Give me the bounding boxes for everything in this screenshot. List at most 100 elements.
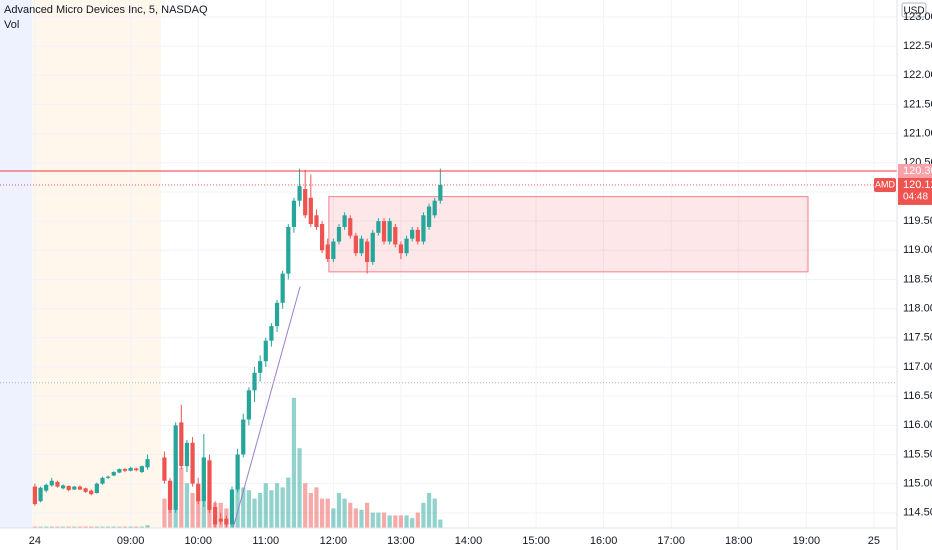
candle-body	[286, 226, 291, 274]
volume-bar	[280, 487, 285, 528]
candle-body	[263, 340, 268, 362]
volume-bar	[179, 467, 184, 528]
volume-bar	[376, 512, 381, 528]
candle-body	[145, 459, 150, 468]
x-tick-label: 19:00	[793, 535, 821, 547]
candle-body	[325, 244, 330, 260]
candle-body	[201, 457, 206, 502]
volume-bar	[393, 515, 398, 528]
candle-body	[274, 302, 280, 327]
volume-bar	[370, 512, 375, 528]
candle-body	[376, 221, 381, 233]
candle-body	[224, 518, 229, 525]
candle-body	[190, 442, 195, 484]
volume-bar	[100, 526, 105, 528]
volume-bar	[404, 515, 409, 528]
volume-bar	[134, 526, 139, 528]
x-tick-label: 14:00	[455, 535, 483, 547]
candle-body	[94, 483, 99, 493]
volume-bar	[106, 526, 111, 528]
candle-body	[241, 419, 246, 455]
price-line-label: 120.36	[903, 165, 932, 177]
candle-body	[38, 487, 43, 502]
candle-body	[32, 486, 38, 505]
currency-label: USD	[903, 6, 924, 17]
price-line-badge	[898, 163, 932, 178]
volume-bar	[438, 519, 443, 528]
volume-bar	[325, 498, 330, 528]
volume-bar	[432, 498, 437, 528]
y-tick-label: 121.50	[903, 98, 932, 110]
x-tick-label: 09:00	[117, 535, 145, 547]
volume-bar	[291, 397, 297, 528]
candle-body	[319, 224, 325, 251]
candle-body	[438, 184, 443, 201]
volume-bar	[415, 512, 420, 528]
volume-bar	[336, 493, 342, 528]
volume-bar	[190, 493, 195, 528]
candle-body	[291, 200, 297, 227]
volume-bar	[269, 490, 274, 528]
candle-body	[381, 221, 387, 242]
x-tick-label: 18:00	[725, 535, 753, 547]
y-tick-label: 116.00	[903, 419, 932, 431]
y-tick-label: 122.00	[903, 69, 932, 81]
y-tick-label: 119.00	[903, 244, 932, 256]
range-rectangle	[328, 196, 809, 273]
volume-bar	[303, 483, 308, 528]
volume-bar	[319, 498, 325, 528]
candle-body	[60, 485, 66, 489]
x-tick-label: 11:00	[252, 535, 279, 547]
volume-bar	[83, 526, 88, 528]
candle-body	[72, 486, 77, 490]
volume-bar	[72, 526, 77, 528]
volume-bar	[297, 448, 302, 528]
candle-body	[100, 477, 105, 484]
candle-body	[426, 206, 432, 227]
volume-bar	[49, 526, 54, 528]
candle-body	[83, 488, 88, 492]
candle-body	[415, 229, 420, 242]
x-tick-label: 17:00	[657, 535, 685, 547]
candle-body	[128, 467, 133, 471]
candle-body	[235, 454, 240, 490]
trend-line	[232, 286, 301, 529]
candle-body	[212, 506, 218, 525]
candle-body	[173, 425, 178, 510]
candle-body	[111, 471, 116, 476]
x-tick-label: 13:00	[387, 535, 415, 547]
candle-body	[331, 241, 336, 260]
volume-bar	[128, 526, 133, 528]
volume-label: Vol	[4, 19, 19, 31]
volume-bar	[274, 483, 280, 528]
candle-body	[252, 372, 257, 391]
volume-bar	[117, 526, 122, 528]
volume-bar	[241, 487, 246, 528]
candle-body	[246, 390, 251, 420]
candle-body	[365, 241, 370, 262]
candle-body	[342, 215, 347, 227]
session-premarket-shade	[32, 0, 161, 528]
candle-body	[117, 469, 122, 473]
candle-body	[207, 460, 212, 510]
symbol-badge	[874, 177, 896, 192]
candle-body	[162, 457, 167, 481]
candle-body	[229, 489, 235, 525]
volume-bar	[410, 518, 415, 528]
volume-bar	[286, 477, 291, 528]
volume-bar	[252, 498, 257, 528]
volume-bar	[342, 498, 347, 528]
candle-body	[370, 232, 375, 262]
candle-body	[258, 361, 263, 373]
volume-bar	[381, 512, 387, 528]
volume-bar	[196, 498, 201, 528]
candle-body	[89, 490, 94, 495]
x-tick-label: 10:00	[184, 535, 212, 547]
volume-bar	[145, 525, 150, 528]
candle-body	[269, 326, 274, 341]
candle-body	[218, 518, 223, 522]
candle-body	[106, 476, 111, 478]
candle-body	[308, 197, 313, 225]
